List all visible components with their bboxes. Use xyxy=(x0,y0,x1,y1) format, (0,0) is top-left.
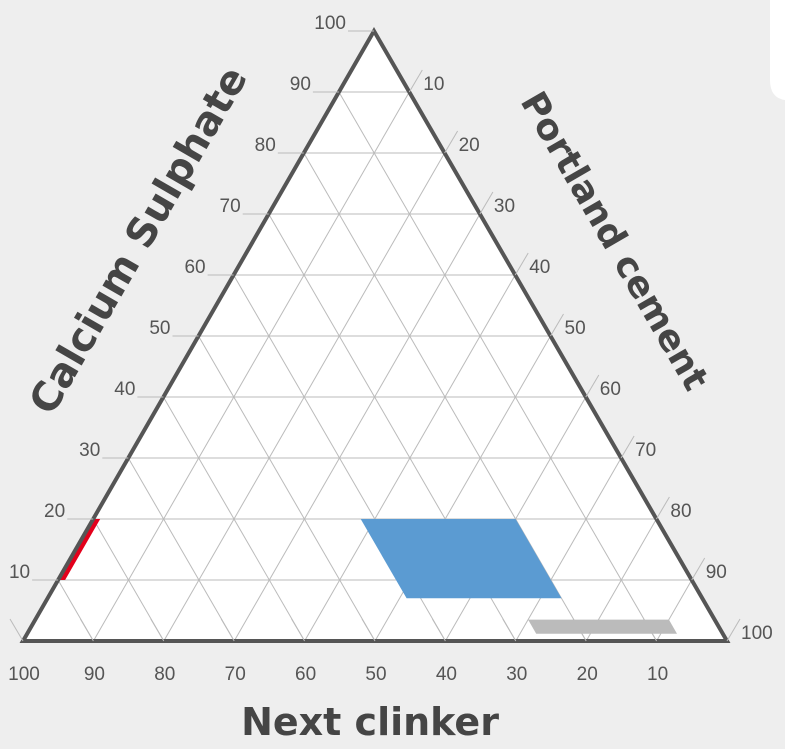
right-tick-label: 10 xyxy=(423,74,444,95)
bottom-tick-label: 50 xyxy=(365,664,386,685)
left-tick-label: 90 xyxy=(290,74,311,95)
bottom-tick-mark xyxy=(361,618,376,642)
right-tick-mark xyxy=(514,252,529,276)
right-tick-label: 50 xyxy=(565,318,586,339)
bottom-tick-label: 60 xyxy=(295,664,316,685)
grid-line xyxy=(127,457,235,642)
grid-line xyxy=(233,213,481,642)
bottom-tick-mark xyxy=(291,618,306,642)
right-tick-mark xyxy=(479,191,494,215)
bottom-tick-mark xyxy=(220,618,235,642)
left-tick-label: 40 xyxy=(114,379,135,400)
tick-labels: 100 90 80 70 60 50 40 30 20 10 10 20 30 40 50 60 70 80 90 1… xyxy=(8,13,773,685)
bottom-tick-label: 100 xyxy=(8,664,40,685)
page-corner-shape xyxy=(770,0,785,100)
left-tick-label: 10 xyxy=(9,562,30,583)
right-tick-mark xyxy=(408,69,423,93)
left-tick-label: 20 xyxy=(44,501,65,522)
right-tick-label: 20 xyxy=(459,135,480,156)
bottom-tick-label: 40 xyxy=(436,664,457,685)
bottom-tick-label: 70 xyxy=(225,664,246,685)
right-tick-label: 60 xyxy=(600,379,621,400)
bottom-tick-mark xyxy=(79,618,94,642)
left-tick-label: 70 xyxy=(220,196,241,217)
bottom-tick-label: 80 xyxy=(154,664,175,685)
bottom-tick-mark xyxy=(643,618,658,642)
right-tick-label: 100 xyxy=(741,623,773,644)
bottom-tick-mark xyxy=(9,618,24,642)
bottom-tick-label: 10 xyxy=(647,664,668,685)
bottom-tick-mark xyxy=(150,618,165,642)
tick-marks xyxy=(9,30,741,642)
right-tick-mark xyxy=(726,618,741,642)
data-region xyxy=(360,519,562,599)
grid-line xyxy=(198,335,376,642)
bottom-tick-mark xyxy=(431,618,446,642)
right-tick-mark xyxy=(550,313,564,337)
grid-line xyxy=(162,396,306,642)
grid-line xyxy=(92,91,410,642)
right-tick-label: 90 xyxy=(706,562,727,583)
left-tick-label: 100 xyxy=(314,13,346,34)
bottom-axis-title: Next clinker xyxy=(241,700,499,744)
bottom-tick-mark xyxy=(502,618,517,642)
right-tick-mark xyxy=(444,130,459,154)
data-region xyxy=(528,619,677,634)
bottom-tick-label: 20 xyxy=(577,664,598,685)
left-tick-label: 80 xyxy=(255,135,276,156)
right-tick-mark xyxy=(620,435,635,459)
bottom-tick-mark xyxy=(572,618,587,642)
right-tick-label: 80 xyxy=(670,501,691,522)
grid-line xyxy=(338,91,658,642)
grid-line xyxy=(515,457,622,642)
right-tick-mark xyxy=(655,496,670,520)
right-tick-label: 30 xyxy=(494,196,515,217)
right-tick-label: 40 xyxy=(529,257,550,278)
bottom-tick-label: 30 xyxy=(506,664,527,685)
right-tick-mark xyxy=(585,374,600,398)
left-tick-label: 60 xyxy=(184,257,205,278)
left-tick-label: 30 xyxy=(79,440,100,461)
left-tick-label: 50 xyxy=(149,318,170,339)
right-tick-mark xyxy=(691,557,706,581)
bottom-tick-label: 90 xyxy=(84,664,105,685)
right-tick-label: 70 xyxy=(635,440,656,461)
